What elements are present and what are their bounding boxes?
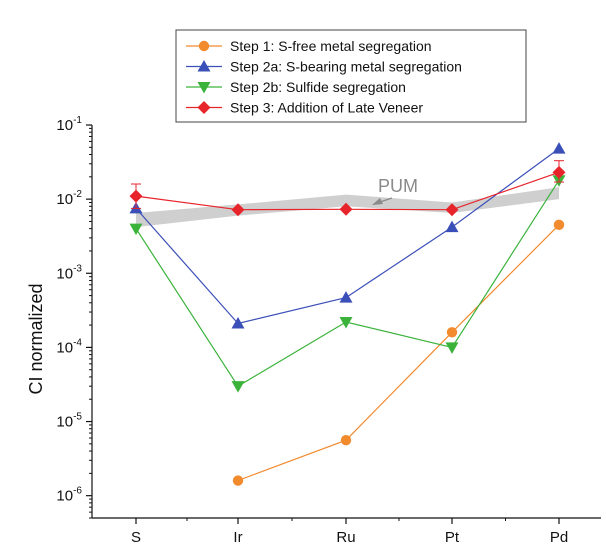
series-3 — [129, 175, 566, 393]
data-point — [340, 435, 352, 446]
legend-marker — [197, 82, 211, 94]
legend-marker — [197, 101, 211, 114]
legend-label: Step 2a: S-bearing metal segregation — [230, 59, 462, 75]
axes-layer: 10-6 10-5 10-4 10-3 10-2 10-1 S Ir Ru Pt Pd — [56, 115, 601, 546]
legend-item: Step 2b: Sulfide segregation — [186, 79, 406, 95]
data-point — [129, 189, 143, 203]
data-point — [445, 342, 459, 354]
x-tick-label: Pt — [445, 529, 460, 546]
data-point — [553, 219, 565, 231]
x-tick-label: S — [131, 529, 141, 546]
data-point — [129, 223, 143, 236]
data-point — [231, 203, 245, 217]
series-line — [237, 224, 560, 482]
data-point — [339, 291, 353, 303]
legend-marker — [197, 60, 211, 72]
legend-label: Step 3: Addition of Late Veneer — [230, 100, 423, 116]
legend-label: Step 1: S-free metal segregation — [230, 38, 432, 54]
y-axis-title: CI normalized — [26, 283, 46, 394]
y-tick-label: 10-3 — [56, 263, 82, 282]
legend-marker — [198, 40, 210, 52]
pum-arrow-head — [372, 198, 383, 205]
legend-item: Step 3: Addition of Late Veneer — [186, 100, 423, 116]
legend-item: Step 1: S-free metal segregation — [186, 38, 432, 54]
series-1 — [232, 219, 565, 486]
data-point — [339, 317, 353, 329]
data-point — [231, 381, 245, 393]
data-point — [552, 142, 566, 154]
legend-item: Step 2a: S-bearing metal segregation — [186, 59, 462, 75]
pum-band-layer: PUM — [136, 176, 559, 228]
data-point — [339, 202, 353, 216]
y-tick-label: 10-1 — [56, 115, 82, 134]
data-point — [231, 317, 245, 329]
y-tick-label: 10-6 — [56, 486, 82, 505]
data-point — [445, 203, 459, 217]
x-tick-label: Ir — [233, 529, 242, 546]
data-point — [232, 475, 244, 486]
x-tick-label: Pd — [550, 529, 568, 546]
x-tick-label: Ru — [336, 529, 355, 546]
series-layer — [129, 142, 566, 486]
legend-box — [175, 29, 527, 123]
legend-label: Step 2b: Sulfide segregation — [230, 79, 406, 95]
data-point — [552, 165, 566, 179]
series-2 — [129, 142, 566, 329]
data-point — [446, 327, 458, 338]
pum-label: PUM — [378, 176, 418, 196]
legend: Step 1: S-free metal segregation Step 2a:… — [175, 29, 527, 123]
series-4 — [129, 160, 566, 217]
y-tick-label: 10-5 — [56, 412, 82, 431]
y-tick-label: 10-4 — [56, 337, 82, 356]
y-tick-label: 10-2 — [56, 189, 82, 208]
data-point — [445, 220, 459, 233]
